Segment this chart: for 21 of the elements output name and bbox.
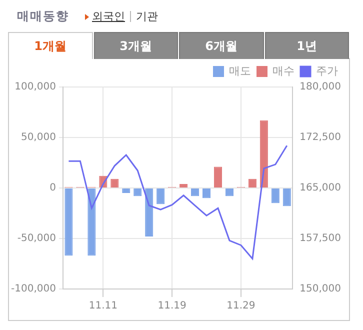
y2-tick-label: 172,500	[300, 132, 342, 144]
legend-label: 주가	[316, 64, 338, 78]
x-tick-label: 11.11	[88, 300, 118, 312]
x-tick-label: 11.29	[226, 300, 256, 312]
y-tick-label: -100,000	[10, 284, 56, 295]
y2-tick-label: 157,500	[300, 233, 342, 244]
y-tick-label: 50,000	[20, 132, 56, 144]
legend-label: 매수	[272, 64, 294, 78]
legend-label: 매도	[229, 64, 251, 78]
x-tick-label: 11.19	[158, 300, 186, 312]
text: 6개월	[179, 32, 264, 59]
y-tick-label: 100,000	[14, 82, 56, 93]
text: 외국인	[92, 10, 125, 23]
chart-title: 매매동향	[17, 8, 69, 25]
text: 1개월	[8, 32, 92, 59]
text: 기관	[136, 10, 158, 23]
y2-tick-label: 180,000	[300, 82, 342, 93]
y-tick-label: 0	[50, 182, 56, 194]
y2-tick-label: 165,000	[300, 182, 342, 194]
y-tick-label: -50,000	[17, 233, 56, 244]
y2-tick-label: 150,000	[300, 284, 342, 295]
